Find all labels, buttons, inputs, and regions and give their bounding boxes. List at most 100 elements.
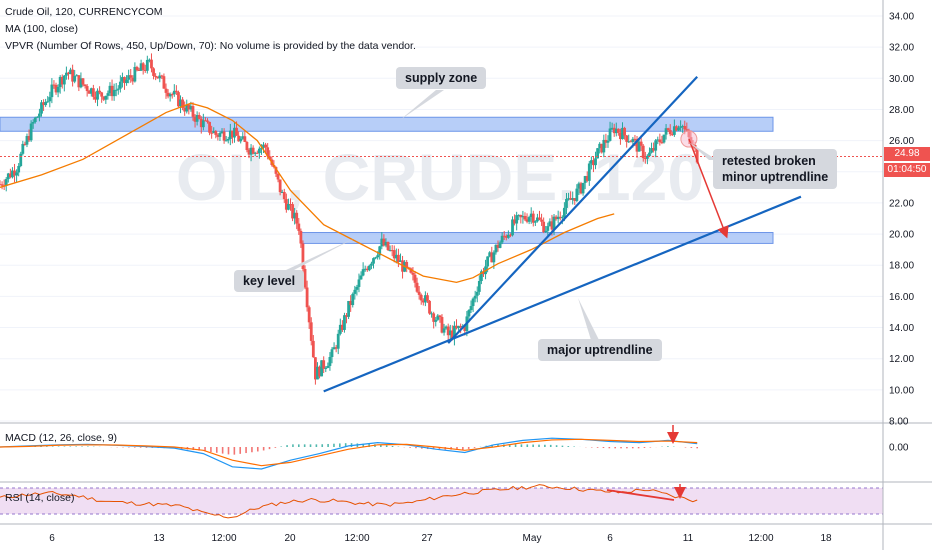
macd-histogram-bar <box>221 447 224 454</box>
macd-histogram-bar <box>626 447 628 449</box>
candle-body <box>228 130 232 139</box>
candle-body <box>11 170 14 178</box>
candle-body <box>8 173 12 178</box>
candle-body <box>672 126 676 135</box>
candle-body <box>85 86 89 92</box>
candle-body <box>150 59 153 69</box>
rsi-line <box>0 484 698 519</box>
macd-histogram-bar <box>292 444 294 447</box>
candle-body <box>197 115 201 119</box>
candle-body <box>135 66 139 70</box>
symbol-title[interactable]: Crude Oil, 120, CURRENCYCOM <box>5 6 163 18</box>
candle-body <box>583 176 587 183</box>
candle-body <box>361 269 365 276</box>
price-tick-label: 22.00 <box>889 198 914 209</box>
candle-body <box>199 118 203 128</box>
macd-histogram-bar <box>567 446 570 447</box>
price-tick-label: 12.00 <box>889 354 914 365</box>
candle-body <box>388 250 392 252</box>
macd-axis-label: 0.00 <box>889 443 909 454</box>
macd-histogram-bar <box>508 444 511 447</box>
macd-histogram-bar <box>251 447 253 453</box>
candle-body <box>243 136 247 142</box>
major-uptrendline-label: major uptrendline <box>538 339 662 361</box>
candle-body <box>519 215 523 218</box>
macd-histogram-bar <box>192 447 195 451</box>
candle-body <box>529 213 533 218</box>
retest-arrow <box>688 138 729 239</box>
candle-body <box>239 138 243 142</box>
candle-body <box>581 182 585 194</box>
candle-body <box>301 243 305 270</box>
candle-body <box>139 63 143 71</box>
macd-histogram-bar <box>696 447 698 449</box>
candle-body <box>94 96 97 100</box>
candle-body <box>592 160 595 166</box>
rsi-legend[interactable]: RSI (14, close) <box>5 492 75 504</box>
macd-histogram-bar <box>549 444 552 447</box>
candle-body <box>652 148 656 151</box>
candle-body <box>612 127 616 134</box>
candle-body <box>635 139 639 152</box>
candle-body <box>602 139 606 153</box>
candle-body <box>91 88 95 97</box>
price-tick-label: 14.00 <box>889 323 914 334</box>
candle-body <box>596 148 599 159</box>
macd-legend[interactable]: MACD (12, 26, close, 9) <box>5 432 118 444</box>
supply-zone-pointer <box>400 90 444 120</box>
candle-body <box>110 85 114 97</box>
candle-body <box>233 127 236 138</box>
macd-histogram-bar <box>210 447 212 452</box>
candle-body <box>349 300 353 306</box>
candles <box>0 53 699 385</box>
candle-body <box>185 104 189 112</box>
candle-body <box>477 280 481 292</box>
candle-body <box>247 150 251 155</box>
macd-histogram-bar <box>303 444 306 447</box>
candle-body <box>81 78 85 85</box>
macd-histogram-bar <box>57 446 60 447</box>
candle-body <box>511 219 514 236</box>
candle-body <box>326 365 330 368</box>
macd-histogram-bar <box>262 447 265 451</box>
candle-body <box>473 295 477 299</box>
candle-body <box>598 143 602 149</box>
candle-body <box>50 84 54 98</box>
candle-body <box>31 122 35 124</box>
candle-body <box>629 141 633 143</box>
candle-body <box>305 287 309 308</box>
macd-histogram-bar <box>631 447 634 449</box>
candle-body <box>579 183 583 194</box>
candle-body <box>446 326 450 336</box>
candle-body <box>343 315 346 330</box>
candle-body <box>405 261 409 268</box>
macd-pane <box>0 422 932 470</box>
candle-body <box>320 360 324 377</box>
vpvr-legend[interactable]: VPVR (Number Of Rows, 450, Up/Down, 70):… <box>5 40 416 52</box>
candle-body <box>421 300 425 303</box>
candle-body <box>262 144 265 148</box>
macd-histogram-bar <box>497 444 499 447</box>
ma-legend[interactable]: MA (100, close) <box>5 23 78 35</box>
countdown-tag: 01:04:50 <box>884 163 930 177</box>
time-axis: 6 13 12:00 20 12:00 27 May 6 11 12:00 18 <box>0 523 932 544</box>
candle-body <box>453 325 456 339</box>
macd-histogram-bar <box>602 447 605 449</box>
candle-body <box>141 63 145 70</box>
candle-body <box>33 117 37 123</box>
candle-body <box>573 198 577 201</box>
candle-body <box>96 90 99 100</box>
candle-body <box>436 315 440 320</box>
candle-body <box>500 235 504 243</box>
candle-body <box>523 215 527 220</box>
macd-histogram-bar <box>555 445 558 447</box>
candle-body <box>527 217 531 222</box>
candle-body <box>17 166 21 173</box>
time-tick-label: 20 <box>284 533 296 544</box>
candle-body <box>585 176 589 181</box>
candle-body <box>29 123 33 141</box>
key-level-pointer <box>286 238 355 270</box>
time-tick-label: 18 <box>820 533 832 544</box>
